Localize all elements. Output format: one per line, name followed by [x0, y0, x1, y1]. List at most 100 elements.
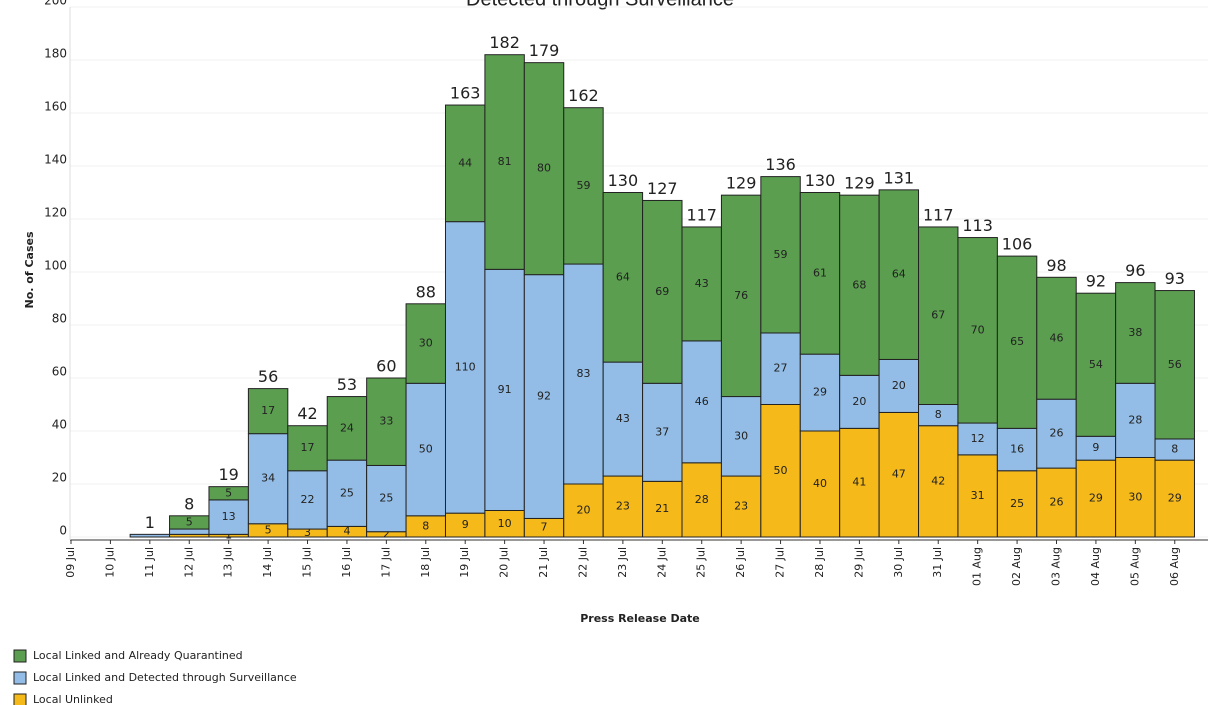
x-tick-label: 03 Aug [1050, 547, 1063, 586]
bar-segment [1075, 292, 1117, 437]
segment-label: 42 [931, 474, 945, 487]
segment-label: 83 [576, 367, 590, 380]
total-label: 130 [805, 171, 836, 190]
segment-label: 22 [301, 493, 315, 506]
bar-segment [1075, 459, 1117, 538]
bar-segment [287, 470, 328, 530]
segment-label: 7 [541, 521, 548, 534]
x-tick-label: 09 Jul [64, 547, 77, 578]
segment-label: 67 [931, 309, 945, 322]
x-tick-label: 25 Jul [695, 547, 708, 578]
segment-label: 69 [655, 285, 669, 298]
bar-segment [129, 533, 171, 538]
legend-swatch [13, 649, 27, 663]
segment-label: 12 [971, 432, 985, 445]
segment-label: 21 [655, 502, 669, 515]
segment-label: 61 [813, 266, 827, 279]
bar-segment [1154, 290, 1195, 440]
total-label: 117 [923, 205, 954, 224]
bar-segment [957, 422, 998, 456]
total-label: 96 [1125, 261, 1145, 280]
segment-label: 16 [1010, 443, 1024, 456]
segment-label: 29 [813, 386, 827, 399]
x-tick-label: 21 Jul [537, 547, 550, 578]
segment-label: 81 [498, 155, 512, 168]
x-tick-label: 19 Jul [458, 547, 471, 578]
segment-label: 17 [261, 404, 275, 417]
bar-segment [878, 189, 920, 360]
segment-label: 59 [774, 248, 788, 261]
legend-label: Local Unlinked [33, 693, 113, 705]
x-tick-label: 24 Jul [655, 547, 668, 578]
bar-segment [957, 237, 998, 424]
segment-label: 9 [1092, 441, 1099, 454]
x-axis-label: Press Release Date [580, 612, 700, 625]
bar-segment [1115, 382, 1156, 458]
segment-label: 25 [379, 492, 393, 505]
total-label: 129 [726, 174, 757, 193]
bar-segment [602, 475, 644, 538]
segment-label: 20 [576, 504, 590, 517]
x-tick-label: 13 Jul [222, 547, 235, 578]
total-label: 129 [844, 174, 875, 193]
y-tick-label: 140 [44, 153, 67, 167]
x-tick-label: 10 Jul [103, 547, 116, 578]
total-label: 127 [647, 179, 678, 198]
x-tick-label: 18 Jul [419, 547, 432, 578]
bar-segment [523, 274, 565, 519]
segment-label: 26 [1050, 496, 1064, 509]
segment-label: 1 [225, 529, 232, 542]
bar-segment [247, 433, 289, 525]
x-tick-label: 14 Jul [261, 547, 274, 578]
x-tick-label: 15 Jul [301, 547, 314, 578]
total-label: 93 [1165, 269, 1185, 288]
bar-segment [839, 374, 880, 429]
x-tick-label: 04 Aug [1089, 547, 1102, 586]
bar-segment [839, 194, 880, 376]
total-label: 1 [145, 513, 155, 532]
x-tick-label: 01 Aug [971, 547, 984, 586]
segment-label: 41 [852, 476, 866, 489]
bar-segment [1115, 282, 1156, 384]
total-label: 42 [297, 404, 317, 423]
total-label: 88 [416, 282, 436, 301]
total-label: 53 [337, 375, 357, 394]
y-tick-label: 0 [59, 524, 67, 538]
bar-segment [799, 192, 841, 355]
x-tick-label: 05 Aug [1128, 547, 1141, 586]
segment-label: 5 [225, 486, 232, 499]
total-label: 162 [568, 86, 599, 105]
bar-segment [1154, 459, 1195, 538]
y-tick-label: 60 [52, 365, 67, 379]
chart-title: Detected through Surveillance [466, 0, 734, 10]
total-label: 98 [1046, 256, 1066, 275]
total-label: 182 [489, 33, 520, 52]
segment-label: 46 [695, 395, 709, 408]
segment-label: 64 [616, 270, 630, 283]
x-tick-label: 06 Aug [1168, 547, 1181, 586]
total-label: 131 [884, 168, 915, 187]
segment-label: 10 [498, 517, 512, 530]
segment-label: 92 [537, 390, 551, 403]
segment-label: 29 [1089, 492, 1103, 505]
y-axis-label: No. of Cases [23, 231, 36, 308]
segment-label: 27 [774, 362, 788, 375]
segment-label: 34 [261, 472, 275, 485]
segment-label: 5 [186, 515, 193, 528]
segment-label: 91 [498, 383, 512, 396]
y-tick-label: 120 [44, 206, 67, 220]
segment-label: 5 [265, 523, 272, 536]
segment-label: 23 [616, 500, 630, 513]
x-tick-label: 23 Jul [616, 547, 629, 578]
bar-segment [563, 483, 604, 538]
segment-label: 33 [379, 415, 393, 428]
bar-segment [563, 107, 604, 265]
segment-label: 110 [455, 360, 476, 373]
x-tick-label: 30 Jul [892, 547, 905, 578]
y-tick-label: 200 [44, 0, 67, 8]
bar-segment [918, 226, 959, 405]
x-tick-label: 31 Jul [931, 547, 944, 578]
total-label: 92 [1086, 272, 1106, 291]
segment-label: 25 [1010, 497, 1024, 510]
